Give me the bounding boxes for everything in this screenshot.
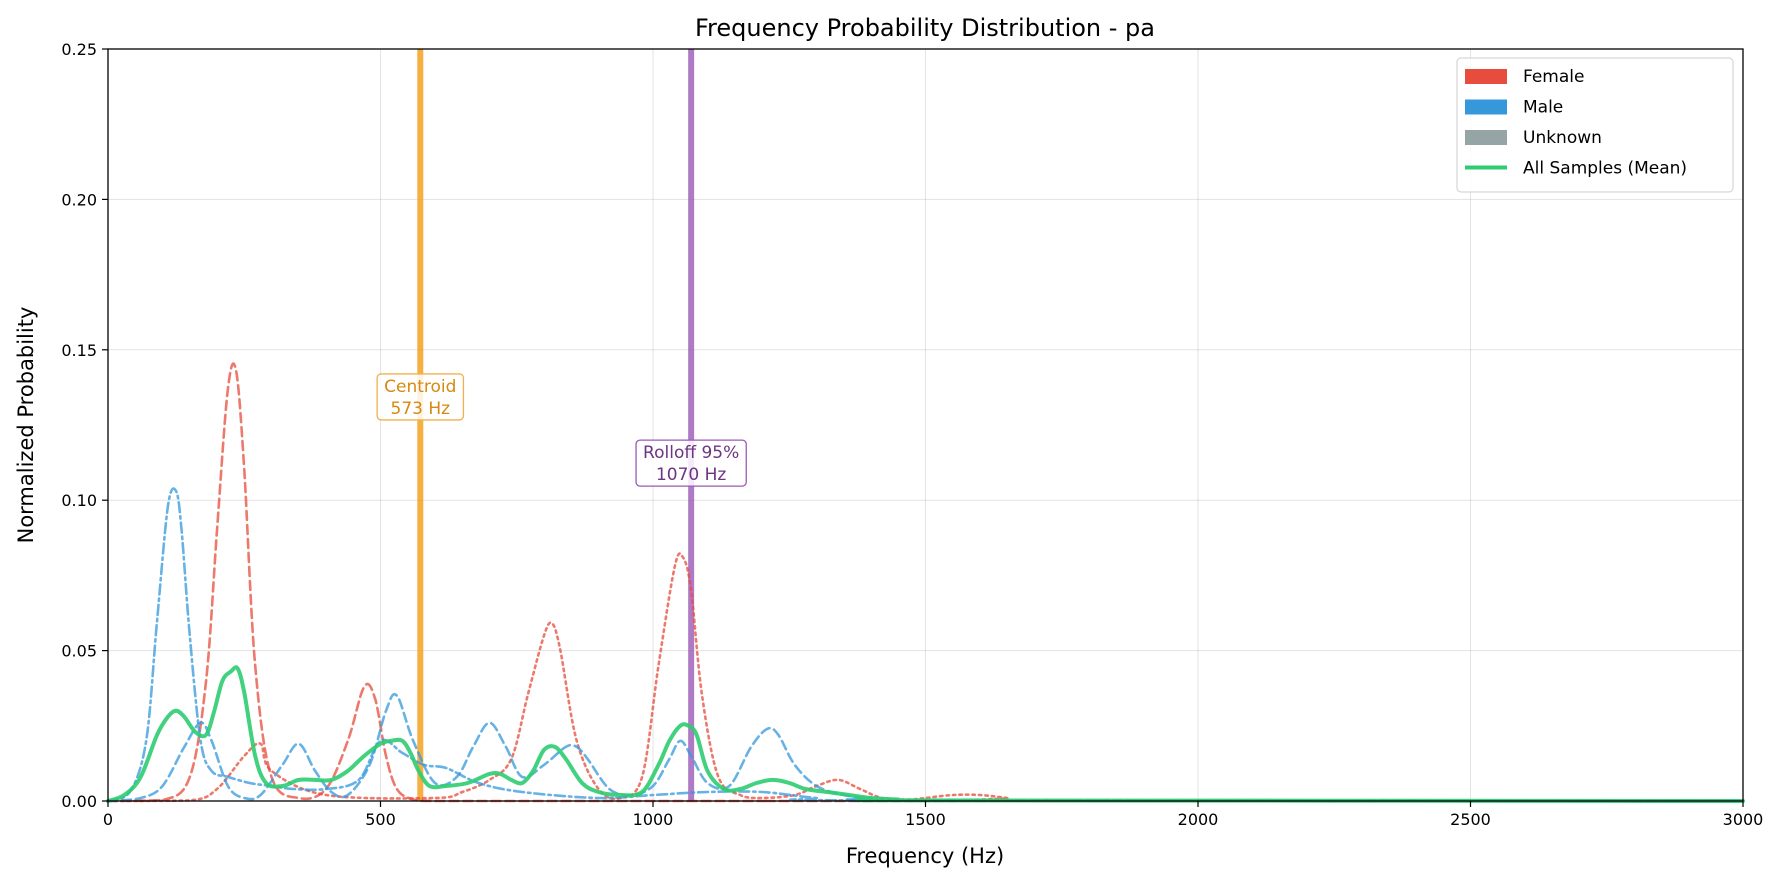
- legend-swatch-female: [1465, 69, 1507, 84]
- annotation-box: [376, 373, 465, 421]
- legend-frame: [1456, 57, 1734, 193]
- x-tick-label: 1000: [633, 810, 674, 829]
- annotation-line1: Centroid: [384, 377, 456, 397]
- x-tick-label: 2500: [1450, 810, 1491, 829]
- grid: [108, 49, 1743, 801]
- series-line-all-samples-mean: [106, 665, 1745, 803]
- annotation-line2: 573 Hz: [391, 399, 451, 419]
- annotation-lines: [417, 49, 695, 801]
- y-tick-label: 0.10: [61, 491, 97, 510]
- legend-swatch-unknown: [1465, 130, 1507, 145]
- legend-label-male: Male: [1523, 98, 1563, 118]
- x-tick-label: 500: [365, 810, 396, 829]
- y-tick-label: 0.15: [61, 341, 97, 360]
- y-tick-label: 0.05: [61, 642, 97, 661]
- x-tick-label: 1500: [905, 810, 946, 829]
- y-axis-title: Normalized Probability: [14, 307, 38, 544]
- annotation-label: Rolloff 95%1070 Hz: [635, 439, 747, 487]
- series-line-male: [106, 487, 1745, 803]
- x-axis-ticks: 0 500 1000 1500 2000 2500 3000: [103, 801, 1763, 829]
- legend-label-female: Female: [1523, 67, 1584, 87]
- y-tick-label: 0.20: [61, 190, 97, 209]
- x-tick-label: 0: [103, 810, 113, 829]
- legend-label-all-samples-mean: All Samples (Mean): [1523, 159, 1687, 179]
- annotation-line1: Rolloff 95%: [643, 443, 739, 463]
- annotation-box: [635, 439, 747, 487]
- y-tick-label: 0.00: [61, 792, 97, 811]
- x-axis-title: Frequency (Hz): [846, 844, 1004, 868]
- legend: Female Male Unknown All Samples (Mean): [1456, 57, 1734, 193]
- y-axis-ticks: 0.00 0.05 0.10 0.15 0.20 0.25: [61, 40, 108, 811]
- series-line-female: [106, 552, 1745, 803]
- chart-title: Frequency Probability Distribution - pa: [695, 14, 1155, 42]
- legend-label-unknown: Unknown: [1523, 128, 1602, 148]
- x-tick-label: 2000: [1178, 810, 1219, 829]
- y-tick-label: 0.25: [61, 40, 97, 59]
- legend-swatch-male: [1465, 99, 1507, 115]
- annotation-line2: 1070 Hz: [656, 465, 726, 485]
- x-tick-label: 3000: [1723, 810, 1764, 829]
